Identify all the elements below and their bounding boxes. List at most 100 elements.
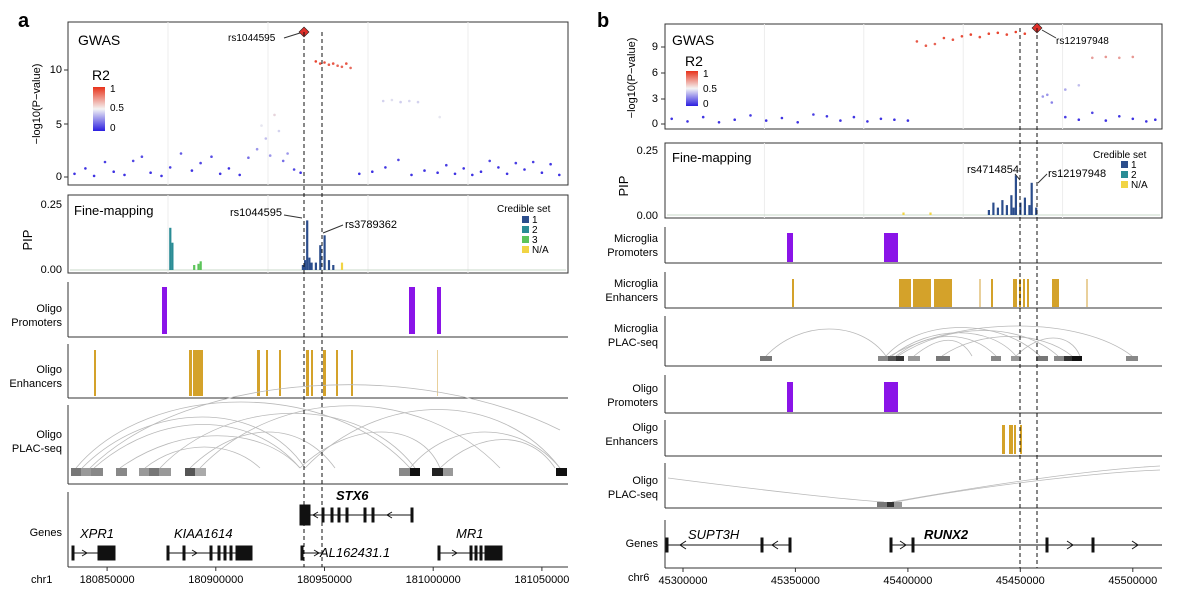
gwas-point: [540, 171, 544, 174]
finemap-bar: [199, 261, 202, 270]
placseq-anchor-b-mg: [1064, 356, 1072, 361]
gwas-point: [318, 62, 322, 65]
gwas-point: [277, 129, 281, 133]
finemap-snp-label-b-1: rs4714854: [967, 164, 1019, 176]
enhancer-peak-a: [193, 350, 203, 396]
finemap-ytick-a-0: 0.00: [41, 264, 62, 276]
placseq-anchor-b-mg: [1054, 356, 1064, 361]
placseq-anchor-b-mg: [1126, 356, 1138, 361]
finemap-bar: [1028, 205, 1031, 215]
gwas-point: [915, 40, 919, 43]
enhancer-peak-a: [279, 350, 281, 396]
placseq-anchor-b-mg: [1036, 356, 1048, 361]
gwas-point: [168, 166, 172, 169]
gwas-point: [1131, 117, 1135, 121]
gwas-point: [1118, 115, 1121, 118]
gwas-point: [299, 171, 302, 174]
gwas-point: [323, 61, 326, 64]
gwas-point: [951, 38, 955, 41]
x-ticks-a: 180850000 180900000 180950000 181000000 1810…: [80, 567, 569, 586]
gwas-point: [160, 174, 163, 178]
gwas-point: [1154, 118, 1157, 121]
gwas-point: [839, 119, 842, 122]
gwas-point: [1064, 88, 1067, 91]
finemap-bar: [1012, 207, 1015, 215]
r2-legend-tick-b-05: 0.5: [703, 84, 717, 95]
track-label-a-placseq-1: Oligo: [36, 429, 62, 441]
placseq-arc-a: [409, 431, 561, 469]
credible-label-b-2: 2: [1131, 170, 1137, 181]
x-tick-label: 180950000: [297, 574, 352, 586]
x-tick-label: 45350000: [771, 575, 820, 587]
gwas-point: [1077, 118, 1081, 121]
enhancer-peak-b-mg: [1019, 279, 1021, 307]
placseq-arc-b-ol: [891, 465, 1161, 503]
track-label-a-promoters-1: Oligo: [36, 303, 62, 315]
credible-swatch-b-1: [1121, 161, 1128, 168]
gwas-point: [123, 173, 126, 177]
enhancer-peak-a: [94, 350, 96, 396]
finemap-snp-leader-b-1: [1014, 173, 1021, 181]
x-tick-label: 45500000: [1108, 575, 1157, 587]
finemap-bar: [340, 262, 344, 270]
finemap-snp-label-b-2: rs12197948: [1048, 168, 1106, 180]
gwas-point: [179, 152, 183, 155]
gwas-point: [1064, 115, 1067, 119]
placseq-arc-a: [75, 401, 411, 469]
enhancer-peak-b-mg: [1052, 279, 1059, 307]
gwas-point: [345, 62, 348, 65]
finemap-snp-leader-b-2: [1037, 173, 1048, 184]
gwas-frame-a: [67, 21, 569, 186]
lead-snp-label-b: rs12197948: [1056, 36, 1109, 47]
credible-swatch-a-3: [522, 236, 529, 243]
gwas-point: [268, 154, 272, 157]
finemap-bar: [1010, 195, 1013, 215]
enhancer-peak-b-ol: [1009, 425, 1013, 454]
gene-label-supt3h: SUPT3H: [688, 527, 740, 542]
placseq-arc-a: [299, 431, 441, 469]
finemap-bar: [992, 202, 995, 215]
finemap-bar: [306, 220, 309, 270]
x-tick-label: 180900000: [188, 574, 243, 586]
gene-model-kiaa1614: [166, 545, 253, 561]
placseq-arc-b-mg: [941, 336, 1073, 357]
gwas-ylabel-b: −log10(P−value): [626, 38, 638, 119]
placseq-anchors-a: [71, 468, 567, 476]
gwas-point: [960, 35, 964, 38]
gene-label-mr1: MR1: [456, 526, 483, 541]
placseq-anchor-a: [556, 468, 567, 476]
gwas-point: [1145, 120, 1148, 123]
finemap-ytick-b-025: 0.25: [637, 145, 658, 157]
finemap-bar: [327, 260, 331, 270]
gwas-point: [1091, 111, 1094, 115]
track-label-a-promoters-2: Promoters: [11, 317, 62, 329]
gwas-point: [1118, 56, 1121, 60]
gwas-point: [264, 137, 268, 140]
gene-model-runx2: [889, 537, 1162, 553]
placseq-anchor-a: [185, 468, 195, 476]
enhancer-peak-a: [351, 350, 353, 396]
placseq-arcs-a: [75, 384, 561, 469]
gwas-point: [670, 117, 673, 121]
panel-letter-a: a: [18, 10, 30, 32]
placseq-arc-a: [159, 412, 416, 469]
gwas-point: [701, 115, 705, 119]
gwas-title-b: GWAS: [672, 32, 714, 48]
x-tick-label: 45450000: [996, 575, 1045, 587]
gwas-point: [436, 171, 439, 174]
promoter-peak-a: [437, 287, 441, 334]
gwas-point: [390, 98, 394, 102]
gwas-point: [1104, 119, 1108, 122]
gwas-title-a: GWAS: [78, 32, 120, 48]
gwas-point: [933, 42, 937, 46]
finemap-bar: [996, 207, 999, 215]
placseq-arc-a: [189, 431, 336, 469]
placseq-anchor-b-mg: [896, 356, 904, 361]
gene-models-a: [71, 504, 503, 561]
gene-model-supt3h: [665, 537, 792, 553]
track-label-b-mg-promoters-1: Microglia: [614, 233, 659, 245]
placseq-anchor-b-mg: [1072, 356, 1082, 361]
gwas-point: [1077, 84, 1081, 87]
finemap-ytick-b-0: 0.00: [637, 210, 658, 222]
